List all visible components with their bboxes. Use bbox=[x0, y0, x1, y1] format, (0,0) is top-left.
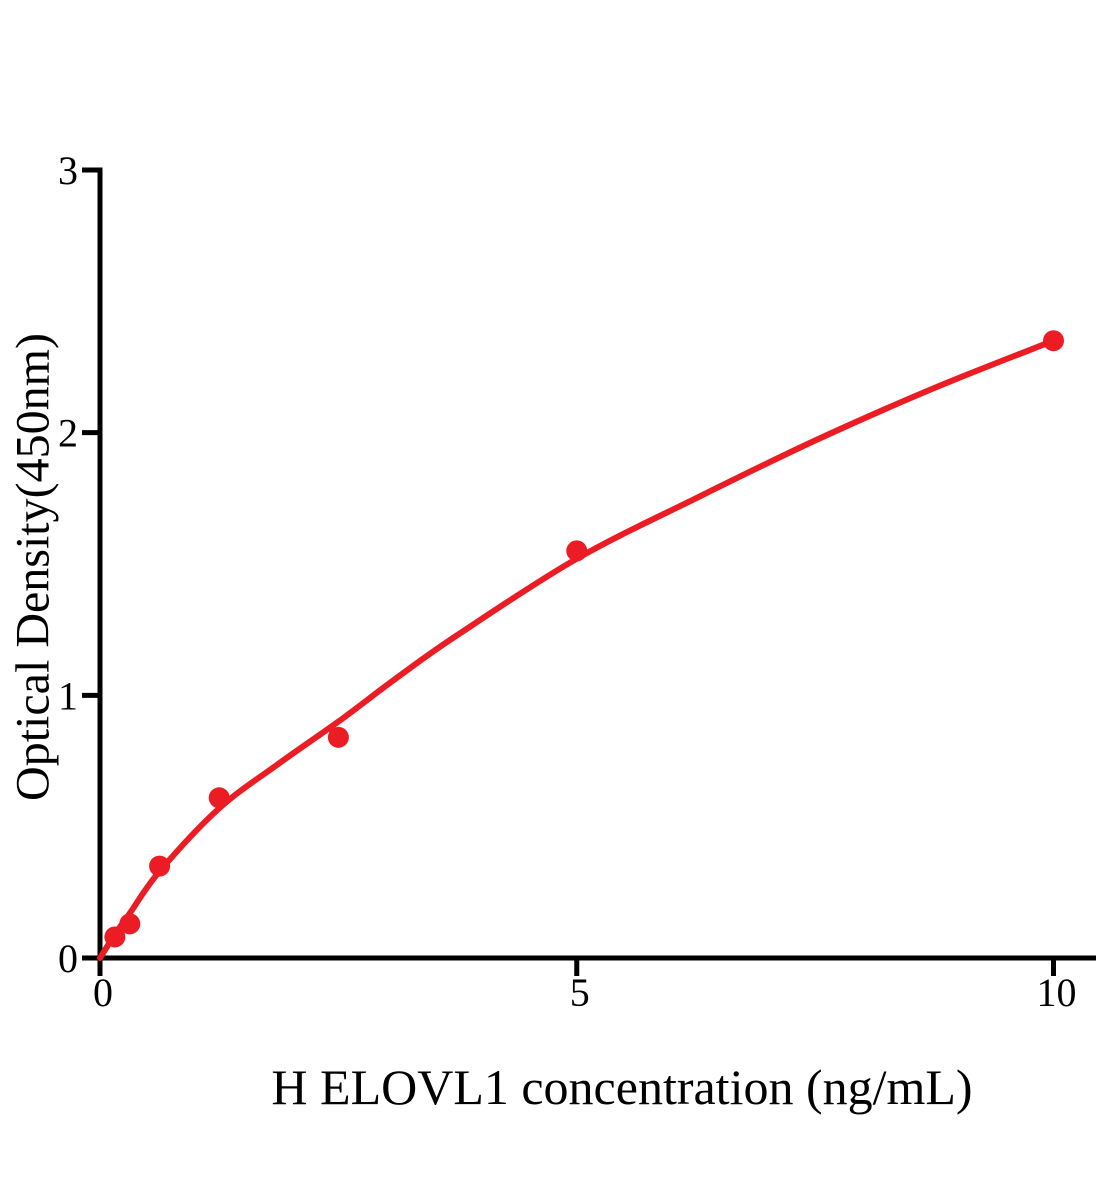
standard-curve-line bbox=[97, 337, 1057, 961]
data-point bbox=[1043, 330, 1064, 352]
x-tick-label: 0 bbox=[93, 970, 113, 1015]
x-tick-label: 5 bbox=[570, 970, 590, 1015]
data-point bbox=[104, 926, 126, 948]
y-axis-title: Optical Density(450nm) bbox=[6, 333, 60, 801]
y-tick-label: 0 bbox=[58, 936, 78, 981]
data-point bbox=[208, 787, 230, 809]
data-point bbox=[119, 913, 141, 935]
data-point bbox=[327, 726, 349, 748]
y-tick-label: 1 bbox=[58, 673, 78, 718]
data-point bbox=[566, 540, 588, 562]
data-point bbox=[149, 855, 171, 877]
x-axis-title: H ELOVL1 concentration (ng/mL) bbox=[271, 1059, 973, 1115]
y-tick-label: 2 bbox=[58, 411, 78, 456]
y-tick-label: 3 bbox=[58, 148, 78, 193]
x-tick-label: 10 bbox=[1037, 970, 1077, 1015]
